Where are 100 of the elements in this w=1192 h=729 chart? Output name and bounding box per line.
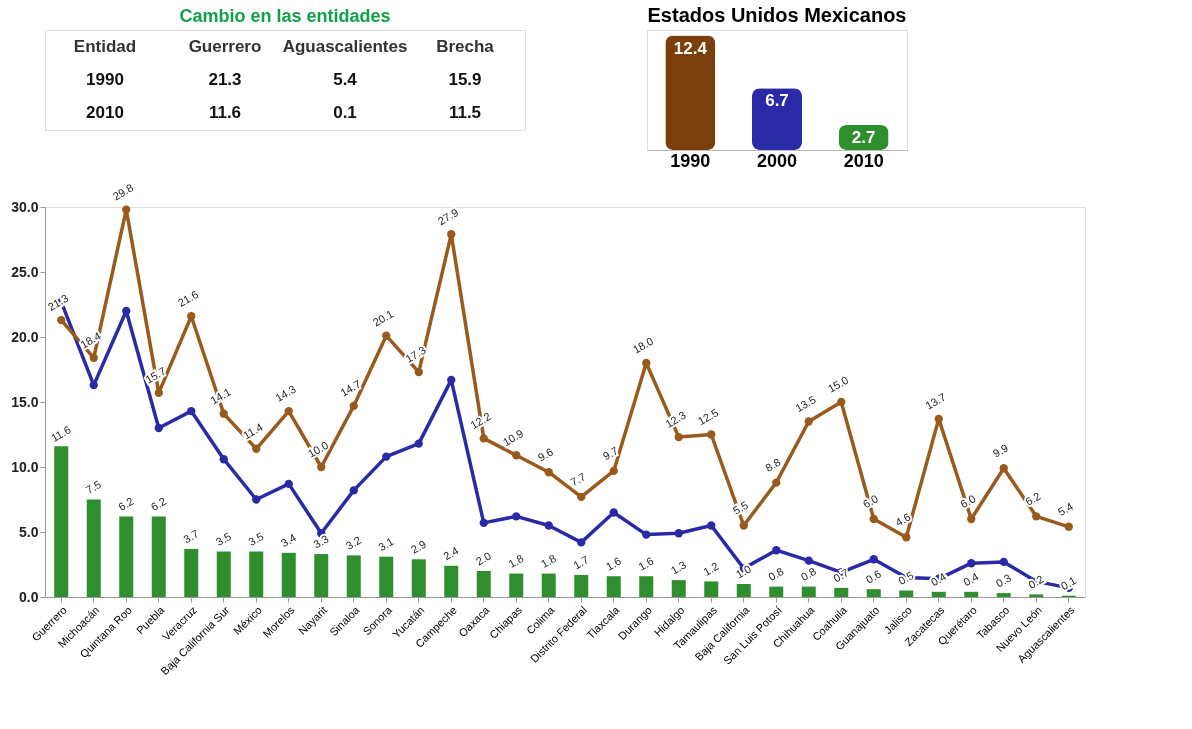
bar [379, 556, 394, 597]
bar [931, 591, 946, 597]
data-label: 4.6 [893, 510, 913, 529]
bar [509, 573, 524, 597]
point [382, 331, 391, 340]
point [642, 358, 651, 368]
point [609, 508, 618, 517]
point [414, 439, 423, 448]
point [252, 444, 261, 453]
data-label: 3.5 [246, 529, 266, 548]
data-label: 10.9 [500, 427, 526, 449]
bar [639, 576, 654, 597]
data-label: 1.3 [668, 558, 689, 577]
point [707, 430, 716, 439]
data-label: 1.8 [506, 552, 526, 571]
data-label: 0.5 [896, 568, 916, 587]
text: 21.3 [208, 70, 242, 89]
data-label: 6.2 [116, 494, 136, 513]
data-label: 18.0 [630, 334, 656, 356]
bar [574, 574, 589, 597]
bar [444, 565, 459, 597]
text: Cambio en las entidades [179, 6, 391, 26]
bar [736, 584, 751, 597]
point [674, 529, 683, 538]
text: 11.6 [208, 103, 242, 123]
point [577, 492, 586, 502]
data-label: 6.2 [148, 494, 169, 513]
point [967, 514, 976, 524]
data-label: 0.8 [798, 565, 819, 584]
point [154, 423, 163, 433]
data-label: 2.4 [441, 544, 461, 563]
bar [151, 516, 166, 597]
point [869, 514, 878, 524]
data-label: 20.1 [370, 307, 396, 329]
point [284, 479, 293, 489]
bar [184, 548, 199, 597]
data-label: 12.4 [673, 38, 708, 58]
bar [769, 586, 784, 597]
data-label: 5.5 [730, 498, 751, 517]
data-label: 0.8 [766, 565, 786, 584]
point [447, 230, 456, 239]
point [284, 406, 293, 416]
data-label: 17.3 [403, 343, 428, 365]
point [219, 455, 228, 464]
point [577, 538, 586, 547]
point [187, 406, 196, 416]
data-label: 7.7 [568, 470, 588, 489]
text: 11.5 [448, 103, 482, 123]
point [804, 417, 813, 426]
data-label: 27.9 [435, 206, 461, 228]
data-label: 1.6 [636, 554, 656, 573]
point [219, 409, 228, 418]
data-label: 1.2 [701, 559, 721, 578]
data-label: 2.9 [408, 537, 429, 556]
point [544, 521, 553, 530]
point [674, 432, 683, 442]
chart-title: Estados Unidos Mexicanos [647, 4, 907, 26]
point [512, 512, 521, 521]
y-tick-label: 5.0 [19, 523, 39, 540]
data-label: 3.3 [311, 532, 331, 551]
text: Entidad [73, 36, 137, 56]
data-label: 11.4 [241, 420, 265, 442]
data-label: 3.4 [278, 531, 299, 550]
point [122, 205, 131, 214]
data-label: 14.3 [273, 382, 298, 404]
bar [411, 559, 426, 597]
data-label: 1.6 [603, 554, 624, 573]
data-label: 29.8 [110, 181, 136, 203]
point [967, 559, 976, 568]
data-label: 0.3 [993, 571, 1014, 590]
point [707, 521, 716, 530]
data-label: 13.7 [923, 390, 948, 412]
data-label: 6.7 [765, 91, 789, 111]
bar [249, 551, 264, 597]
data-label: 0.2 [1026, 572, 1046, 591]
point [609, 466, 618, 476]
bar [541, 573, 556, 597]
data-label: 7.5 [83, 477, 104, 496]
text: Brecha [436, 36, 495, 56]
data-label: 3.5 [213, 529, 234, 548]
data-label: 21.6 [175, 287, 201, 310]
data-label: 5.4 [1055, 500, 1076, 519]
data-label: 9.6 [535, 445, 556, 464]
data-label: 0.1 [1058, 574, 1079, 593]
point [739, 521, 748, 530]
data-label: 2.0 [473, 549, 494, 568]
bar [606, 576, 621, 597]
bar [866, 589, 881, 597]
point [837, 397, 846, 407]
y-tick-label: 20.0 [11, 328, 39, 345]
data-label: 15.7 [143, 364, 168, 386]
data-label: 11.6 [49, 423, 73, 445]
data-label: 1.0 [733, 562, 754, 581]
text: 0.1 [333, 103, 357, 123]
bar [801, 586, 816, 597]
bar [899, 590, 914, 597]
point [804, 556, 813, 565]
point [447, 375, 456, 385]
text: 15.9 [448, 70, 482, 89]
data-label: 18.4 [78, 329, 103, 351]
